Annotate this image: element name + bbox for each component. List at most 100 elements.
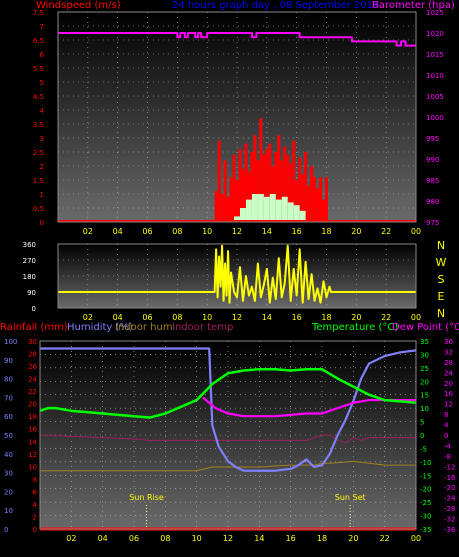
dewpoint-tick-label: 0 [444,432,448,440]
barometer-tick-label: 990 [426,156,439,164]
windspeed-tick-label: 1 [40,191,44,199]
windspeed-bar [241,168,245,222]
direction-letter-w: W [436,256,447,269]
dewpoint-tick-label: -4 [444,442,452,450]
rainfall-tick-label: 24 [28,376,37,384]
x-tick-label: 02 [66,534,76,543]
direction-tick-label: 360 [23,241,36,249]
barometer-tick-label: 1005 [426,93,444,101]
windspeed-bar [322,199,326,222]
indoor-hum-legend: Indoor hum [115,322,173,333]
x-tick-label: 00 [411,313,421,322]
windspeed-avg-bar [251,194,258,222]
windspeed-bar [235,180,239,222]
windspeed-bar [250,152,254,222]
temperature-tick-label: -30 [420,513,431,521]
windspeed-bar [307,185,311,222]
temperature-tick-label: 20 [420,378,429,386]
windspeed-bar [325,177,328,222]
windspeed-bar [295,180,299,222]
x-tick-label: 08 [172,227,182,236]
x-tick-label: 08 [172,313,182,322]
rainfall-tick-label: 18 [28,413,37,421]
windspeed-tick-label: 4.5 [33,93,44,101]
sunrise-label: Sun Rise [129,493,164,502]
direction-letter-s: S [438,273,445,286]
x-tick-label: 20 [351,227,361,236]
barometer-tick-label: 1010 [426,72,444,80]
humidity-tick-label: 20 [4,488,13,496]
windspeed-tick-label: 7 [40,23,44,31]
barometer-axis-title: Barometer (hpa) [372,0,455,11]
humidity-tick-label: 70 [4,394,13,402]
humidity-tick-label: 30 [4,470,13,478]
x-tick-label: 06 [142,313,152,322]
barometer-tick-label: 1020 [426,30,444,38]
temperature-line [39,367,417,419]
rainfall-tick-label: 26 [28,363,37,371]
barometer-tick-label: 985 [426,177,439,185]
rainfall-tick-label: 30 [28,338,37,346]
x-tick-label: 18 [321,227,331,236]
x-tick-label: 12 [223,534,233,543]
windspeed-bar [229,177,233,222]
dewpoint-tick-label: 28 [444,359,453,367]
temperature-tick-label: 0 [420,432,424,440]
windspeed-bar [265,149,269,222]
direction-letter-n-bottom: N [437,307,445,320]
rainfall-tick-label: 16 [28,426,37,434]
windspeed-tick-label: 6.5 [33,37,44,45]
temperature-plot-border [39,340,417,530]
windspeed-bar [283,146,287,222]
rainfall-tick-label: 12 [28,451,37,459]
windspeed-tick-label: 1.5 [33,177,44,185]
windspeed-tick-label: 4 [40,107,45,115]
rainfall-tick-label: 28 [28,351,37,359]
windspeed-bar [256,160,260,222]
temperature-tick-label: 15 [420,392,429,400]
rainfall-tick-label: 0 [33,526,37,534]
windspeed-bar [274,152,278,222]
x-tick-label: 00 [411,227,421,236]
x-tick-label: 20 [351,313,361,322]
rainfall-tick-label: 4 [33,501,38,509]
dewpoint-tick-label: -24 [444,495,456,503]
windspeed-bar [316,188,320,222]
x-tick-label: 08 [160,534,170,543]
x-tick-label: 06 [129,534,139,543]
x-tick-label: 16 [292,313,302,322]
dewpoint-tick-label: -28 [444,505,455,513]
temperature-axis-title: Temperature (°C) [311,322,398,333]
windspeed-bar [217,140,221,222]
barometer-tick-label: 980 [426,198,439,206]
x-tick-label: 14 [262,227,272,236]
windspeed-tick-label: 0.5 [33,205,44,213]
windspeed-bar [298,157,302,222]
temperature-tick-label: -25 [420,499,431,507]
dewpoint-tick-label: -12 [444,463,455,471]
direction-tick-label: 0 [32,305,36,313]
windspeed-bar [214,191,218,222]
rainfall-tick-label: 6 [33,488,38,496]
windspeed-avg-bar [245,199,252,222]
direction-letter-n-top: N [437,239,445,252]
x-tick-label: 18 [317,534,327,543]
windspeed-bar [313,177,317,222]
rainfall-tick-label: 8 [33,476,37,484]
windspeed-avg-bar [234,216,240,222]
windspeed-tick-label: 5 [40,79,44,87]
windspeed-tick-label: 7.5 [33,9,44,17]
x-tick-label: 18 [321,313,331,322]
x-tick-label: 12 [232,313,242,322]
indoor-humidity-line [40,460,416,472]
dewpoint-line [202,396,416,418]
humidity-axis-title: Humidity (%) [67,322,133,333]
x-tick-label: 14 [254,534,264,543]
dewpoint-tick-label: -8 [444,453,451,461]
barometer-tick-label: 1015 [426,51,444,59]
windspeed-bar [319,177,323,222]
windspeed-bar [220,194,224,222]
windspeed-bar [280,160,284,222]
windspeed-tick-label: 3 [40,135,44,143]
